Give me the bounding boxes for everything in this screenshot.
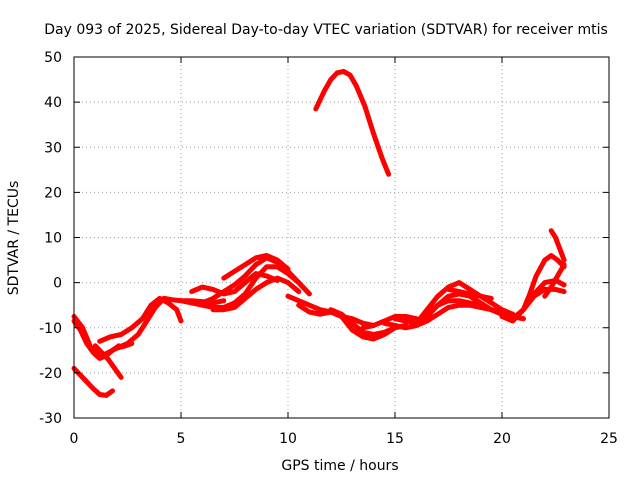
x-tick-label: 0 [70, 431, 79, 447]
series-line-arc-25 [542, 262, 567, 299]
y-tick-label: 10 [44, 231, 62, 247]
y-tick-label: 20 [44, 185, 62, 201]
y-tick-label: -10 [39, 321, 62, 337]
series-line-arc-19 [413, 280, 516, 326]
y-tick-label: 0 [53, 276, 62, 292]
x-tick-label: 25 [600, 431, 618, 447]
series-line-arc-24 [520, 286, 567, 313]
series-layer [71, 68, 567, 398]
series-line-arc-5 [97, 295, 184, 344]
series-line-arc-4 [71, 365, 115, 398]
tick-layer: 0 5 10 15 20 25 -30 -20 -10 0 10 20 30 40 50 [39, 50, 618, 447]
y-tick-label: -20 [39, 366, 62, 382]
grid-layer [74, 57, 609, 418]
y-tick-label: 50 [44, 50, 62, 66]
series-line-arc-9 [178, 264, 302, 310]
y-tick-label: 30 [44, 140, 62, 156]
series-line-arc-10 [210, 275, 302, 313]
series-line-arc-26 [548, 228, 567, 263]
y-tick-label: -30 [39, 411, 62, 427]
x-tick-label: 15 [386, 431, 404, 447]
series-line-arc-3 [92, 343, 124, 380]
series-line-arc-13 [296, 302, 398, 342]
chart-title: Day 093 of 2025, Sidereal Day-to-day VTE… [44, 22, 608, 38]
series-line-arc-15 [313, 68, 392, 177]
series-line-arc-16 [360, 314, 419, 331]
series-line-arc-11 [221, 253, 291, 281]
series-line-arc-7 [189, 271, 280, 297]
y-tick-label: 40 [44, 95, 62, 111]
series-line-arc-14 [328, 307, 409, 337]
x-tick-label: 5 [177, 431, 186, 447]
x-tick-label: 20 [493, 431, 511, 447]
series-line-arc-20 [424, 298, 526, 322]
series-line-arc-21 [446, 286, 494, 301]
x-axis-label: GPS time / hours [281, 458, 398, 474]
x-tick-label: 10 [279, 431, 297, 447]
y-axis-label: SDTVAR / TECUs [6, 181, 22, 296]
